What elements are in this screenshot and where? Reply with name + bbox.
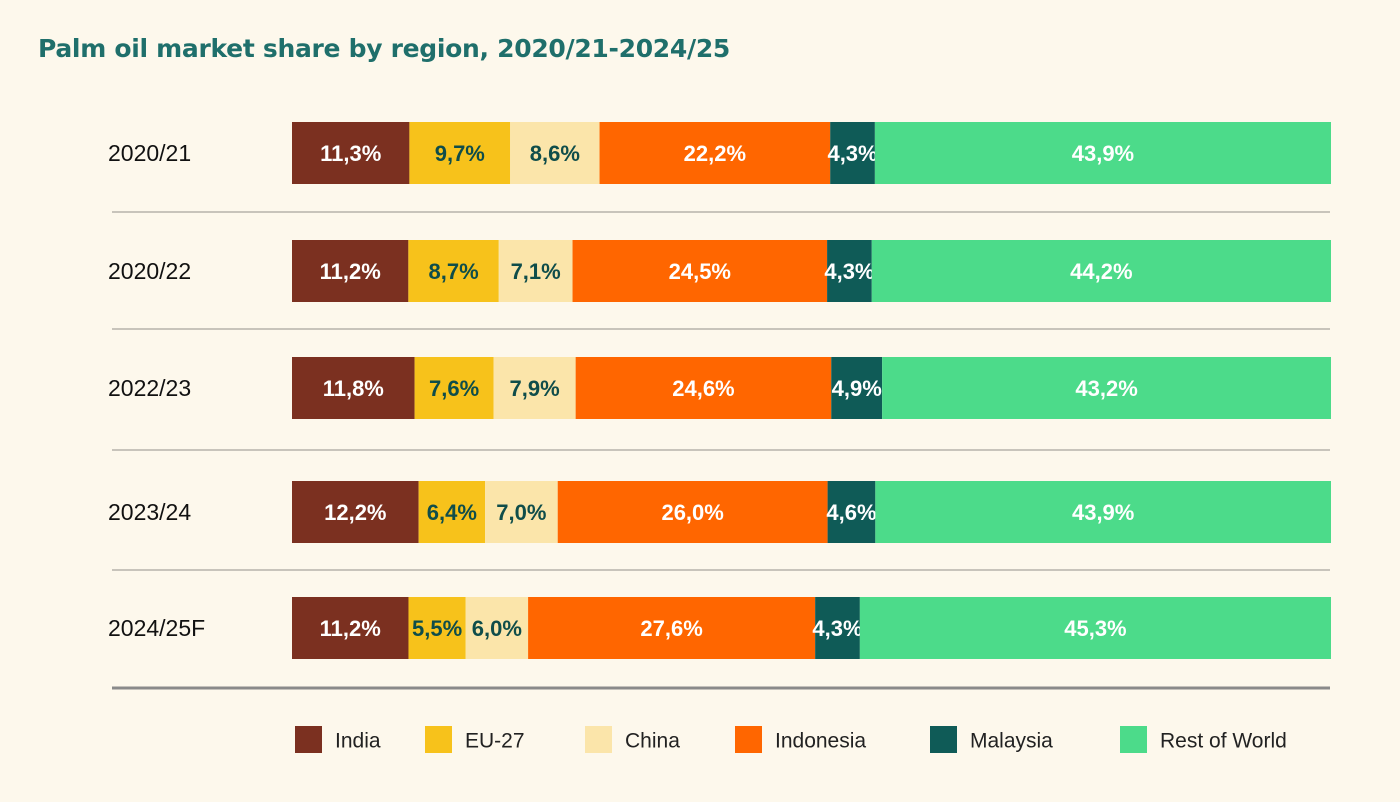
bar-segment-indonesia <box>599 122 831 184</box>
data-label: 8,6% <box>530 141 580 166</box>
bar-segment-indonesia <box>572 240 828 302</box>
bar-segment-rest-of-world <box>874 122 1331 184</box>
bar-segment-eu-27 <box>414 357 494 419</box>
legend-item-eu-27: EU-27 <box>425 726 525 753</box>
bar-segment-indonesia <box>557 481 828 543</box>
bar-segment-india <box>292 240 409 302</box>
legend-label: Indonesia <box>775 730 866 753</box>
data-label: 44,2% <box>1070 259 1132 284</box>
data-label: 4,9% <box>832 376 882 401</box>
data-label: 11,3% <box>320 141 381 166</box>
data-label: 6,4% <box>427 500 477 525</box>
legend-item-china: China <box>585 726 680 753</box>
category-label: 2024/25F <box>108 615 205 641</box>
legend-item-india: India <box>295 726 381 753</box>
bar-segment-malaysia <box>830 122 875 184</box>
legend-item-rest-of-world: Rest of World <box>1120 726 1287 753</box>
data-label: 7,6% <box>429 376 479 401</box>
legend: India EU-27 China Indonesia Malaysia Rest of … <box>295 726 1287 753</box>
data-label: 4,3% <box>812 616 862 641</box>
data-label: 45,3% <box>1064 616 1126 641</box>
legend-label: Malaysia <box>970 730 1053 753</box>
category-label: 2020/21 <box>108 140 191 166</box>
bar-segment-india <box>292 357 415 419</box>
bar-segment-india <box>292 481 419 543</box>
data-label: 7,9% <box>510 376 560 401</box>
bar-segment-rest-of-world <box>875 481 1331 543</box>
bar-row-2020-21: 2020/21 11,3% 9,7% 8,6% 22,2% 4,3% 43,9% <box>108 122 1331 184</box>
data-label: 8,7% <box>428 259 478 284</box>
data-label: 11,8% <box>323 376 384 401</box>
data-label: 27,6% <box>640 616 702 641</box>
category-label: 2020/22 <box>108 258 191 284</box>
data-label: 43,9% <box>1072 500 1134 525</box>
data-label: 12,2% <box>324 500 386 525</box>
bar-segment-china <box>465 597 529 659</box>
data-label: 6,0% <box>472 616 522 641</box>
data-label: 43,9% <box>1072 141 1134 166</box>
data-label: 4,3% <box>827 141 877 166</box>
bar-rows: 2020/21 11,3% 9,7% 8,6% 22,2% 4,3% 43,9%2020/2… <box>108 122 1331 690</box>
bar-segment-indonesia <box>575 357 832 419</box>
bar-segment-eu-27 <box>408 240 499 302</box>
legend-swatch <box>295 726 322 753</box>
bar-segment-eu-27 <box>409 122 511 184</box>
legend-swatch <box>930 726 957 753</box>
legend-swatch <box>1120 726 1147 753</box>
bar-segment-malaysia <box>815 597 860 659</box>
bar-segment-rest-of-world <box>882 357 1331 419</box>
bar-segment-rest-of-world <box>871 240 1331 302</box>
data-label: 4,6% <box>826 500 876 525</box>
data-label: 9,7% <box>435 141 485 166</box>
data-label: 24,6% <box>672 376 734 401</box>
bar-segment-india <box>292 597 409 659</box>
category-label: 2023/24 <box>108 499 191 525</box>
legend-label: Rest of World <box>1160 730 1287 753</box>
category-label: 2022/23 <box>108 375 191 401</box>
chart-title: Palm oil market share by region, 2020/21… <box>38 34 731 63</box>
legend-label: EU-27 <box>465 730 525 753</box>
bar-segment-malaysia <box>827 481 876 543</box>
legend-swatch <box>585 726 612 753</box>
bar-row-2022-23: 2022/23 11,8% 7,6% 7,9% 24,6% 4,9% 43,2% <box>108 357 1331 419</box>
bar-segment-china <box>493 357 576 419</box>
bar-segment-rest-of-world <box>859 597 1331 659</box>
bar-segment-eu-27 <box>418 481 486 543</box>
legend-item-malaysia: Malaysia <box>930 726 1053 753</box>
bar-segment-china <box>510 122 600 184</box>
data-label: 22,2% <box>684 141 746 166</box>
legend-swatch <box>425 726 452 753</box>
legend-swatch <box>735 726 762 753</box>
bar-segment-india <box>292 122 410 184</box>
data-label: 26,0% <box>661 500 723 525</box>
bar-row-2024-25f: 2024/25F 11,2% 5,5% 6,0% 27,6% 4,3% 45,3% <box>108 597 1331 659</box>
bar-segment-indonesia <box>528 597 816 659</box>
data-label: 4,3% <box>824 259 874 284</box>
bar-segment-eu-27 <box>408 597 466 659</box>
data-label: 11,2% <box>320 259 381 284</box>
bar-row-2023-24: 2023/24 12,2% 6,4% 7,0% 26,0% 4,6% 43,9% <box>108 481 1331 543</box>
bar-row-2020-22: 2020/22 11,2% 8,7% 7,1% 24,5% 4,3% 44,2% <box>108 240 1331 302</box>
data-label: 11,2% <box>320 616 381 641</box>
bar-segment-china <box>485 481 558 543</box>
bar-segment-china <box>498 240 573 302</box>
legend-label: China <box>625 730 680 753</box>
data-label: 43,2% <box>1075 376 1137 401</box>
data-label: 7,1% <box>511 259 561 284</box>
legend-label: India <box>335 730 381 753</box>
data-label: 24,5% <box>669 259 731 284</box>
bar-segment-malaysia <box>827 240 872 302</box>
data-label: 5,5% <box>412 616 462 641</box>
bar-segment-malaysia <box>831 357 883 419</box>
data-label: 7,0% <box>496 500 546 525</box>
legend-item-indonesia: Indonesia <box>735 726 866 753</box>
